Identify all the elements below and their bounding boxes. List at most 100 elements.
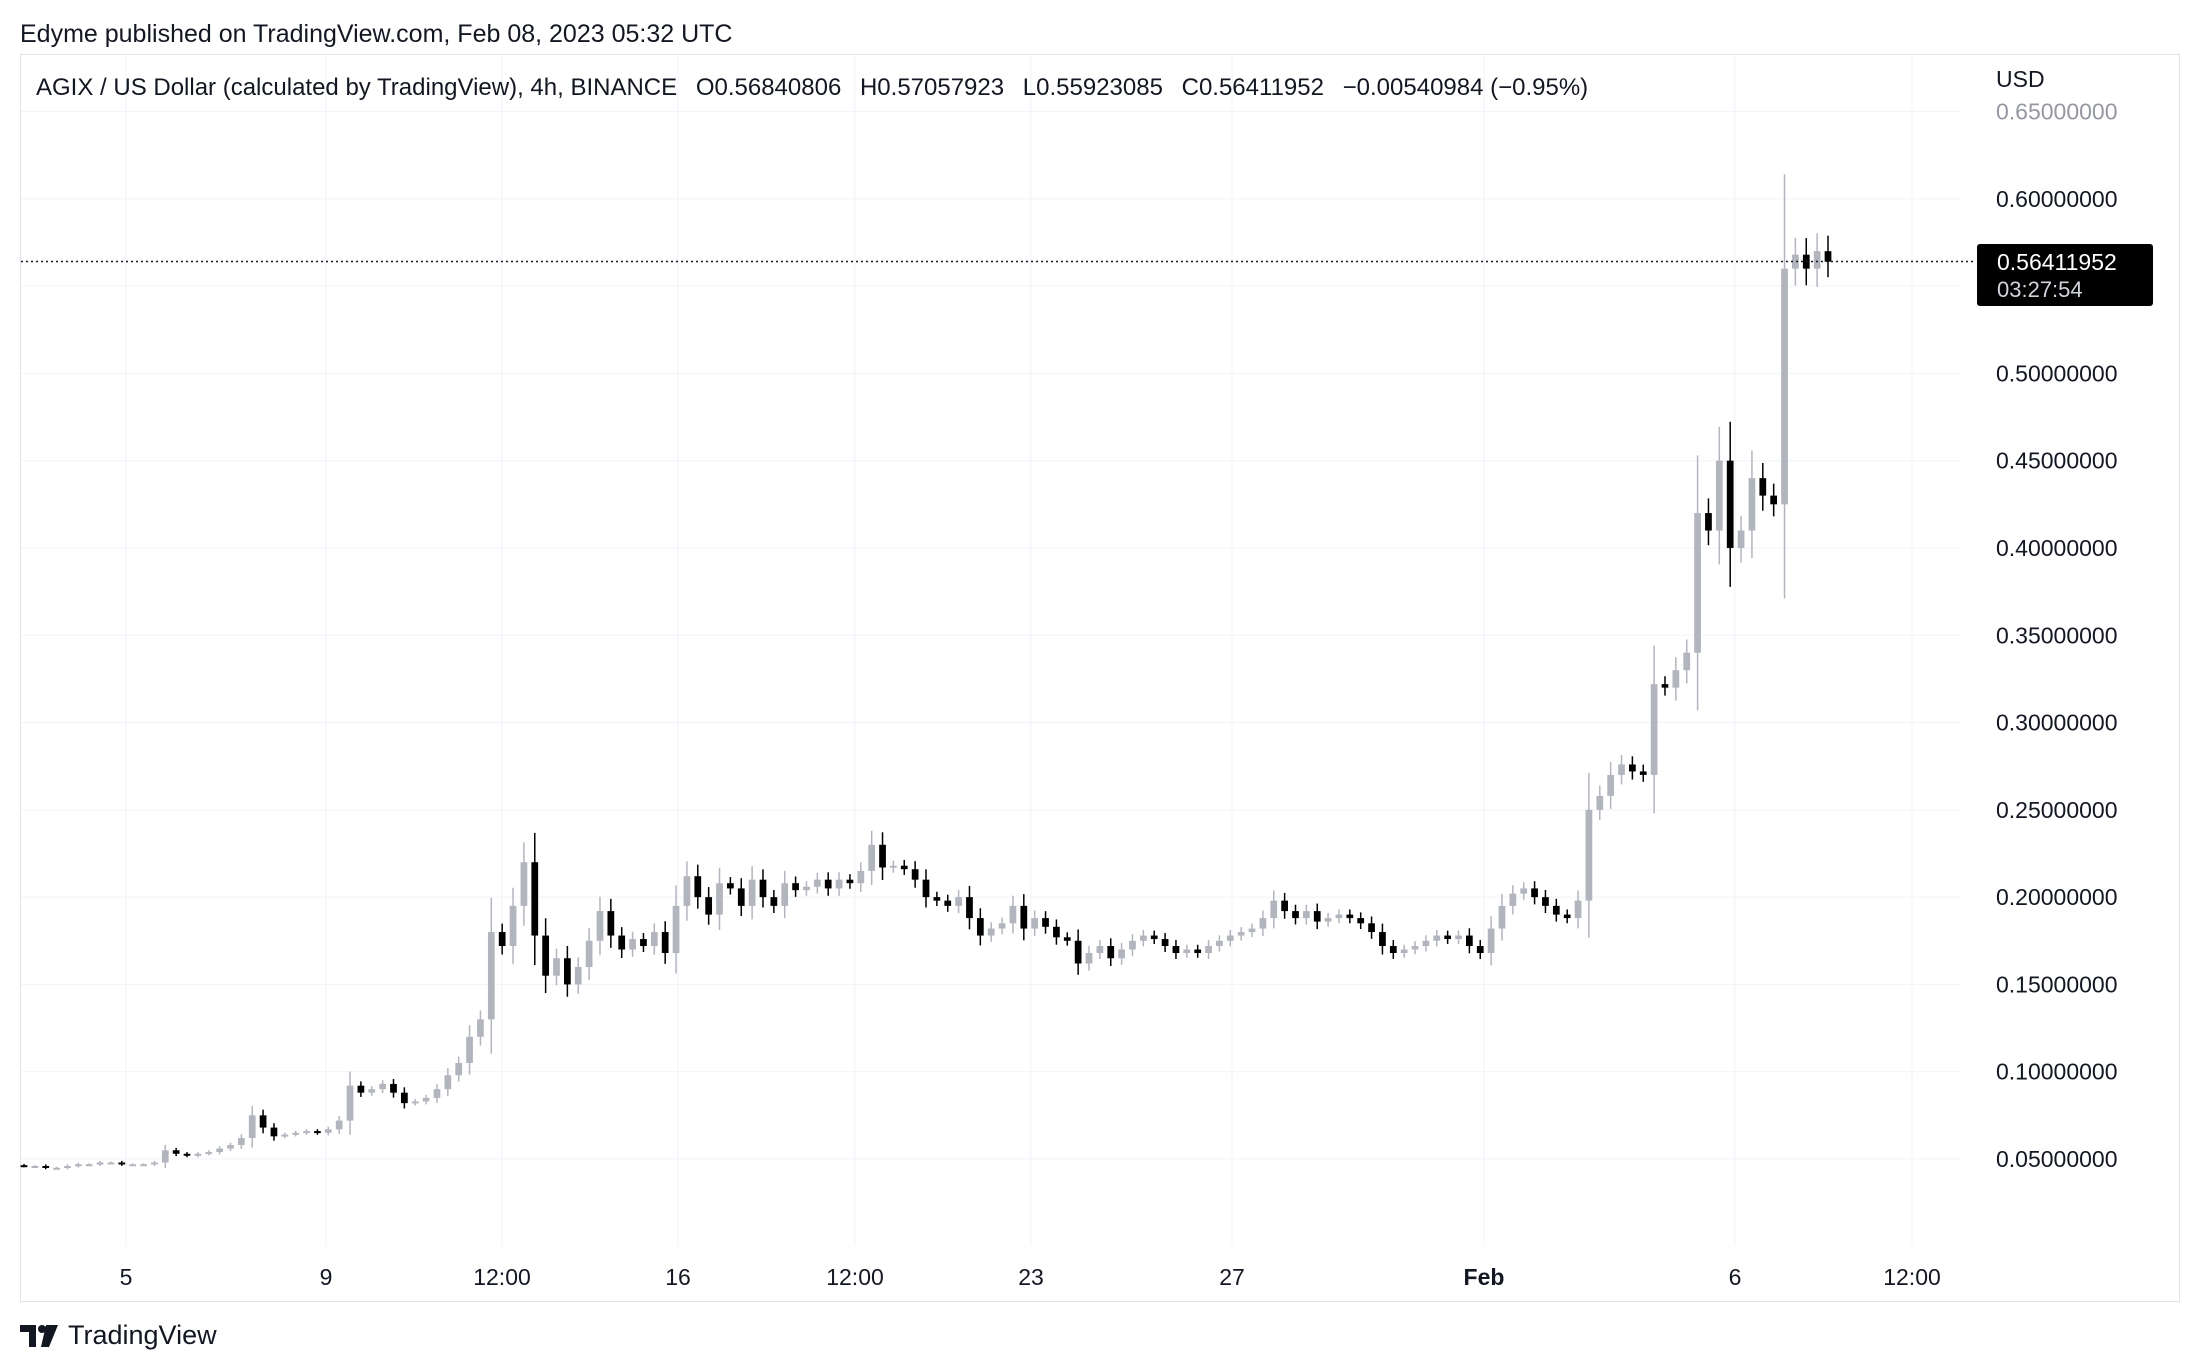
candle-body (237, 1138, 245, 1146)
candle (1520, 882, 1528, 900)
candle-body (379, 1083, 386, 1090)
candle-body (922, 879, 930, 898)
candle-body (987, 928, 995, 936)
candle-body (770, 897, 778, 906)
candle-body (585, 940, 593, 967)
candle (248, 1105, 256, 1148)
candle (1389, 940, 1397, 959)
candle-body (1705, 513, 1712, 531)
candle-body (1792, 254, 1799, 269)
candle (911, 861, 919, 888)
candle (1661, 676, 1669, 696)
candle (455, 1056, 463, 1082)
candle (161, 1144, 169, 1168)
candle (1324, 912, 1332, 927)
candle (803, 881, 810, 896)
candle-body (487, 932, 495, 1020)
candle-body (1596, 795, 1604, 810)
candle (1063, 932, 1071, 946)
candle-body (792, 883, 799, 891)
candle (596, 896, 604, 956)
candle-body (107, 1162, 115, 1165)
candle-body (1270, 900, 1278, 919)
candle (1085, 945, 1093, 971)
candle-body (140, 1164, 147, 1167)
candle (1335, 909, 1343, 924)
candle (955, 889, 962, 914)
candle-body (1498, 905, 1506, 929)
candle (477, 1010, 484, 1046)
candle (661, 921, 669, 964)
candle (944, 894, 952, 912)
candle (846, 874, 854, 889)
candle-body (270, 1127, 278, 1137)
candle (31, 1165, 39, 1168)
candle (1216, 935, 1223, 952)
candle-body (335, 1120, 343, 1130)
tradingview-logo[interactable]: TradingView (20, 1320, 217, 1351)
candle-body (292, 1132, 300, 1135)
logo-text: TradingView (68, 1320, 217, 1350)
x-tick-label: 16 (665, 1264, 691, 1290)
candle (1172, 940, 1180, 959)
candle (1422, 935, 1430, 952)
candle (1531, 881, 1538, 905)
x-tick-label: 6 (1729, 1264, 1742, 1290)
candle-body (161, 1150, 169, 1163)
y-tick-label: 0.15000000 (1996, 971, 2118, 997)
candle (270, 1123, 278, 1141)
candle-body (498, 932, 506, 947)
x-tick-label: 12:00 (473, 1264, 531, 1290)
x-tick-label: 5 (120, 1264, 133, 1290)
candle (1694, 455, 1701, 711)
y-tick-label: 0.20000000 (1996, 884, 2118, 910)
candle (1292, 904, 1299, 925)
candle (1139, 929, 1147, 947)
candle-body (1248, 928, 1256, 933)
candle (444, 1068, 452, 1097)
candle (118, 1160, 126, 1166)
candle-body (1552, 905, 1560, 915)
candle-body (1618, 764, 1625, 775)
candle-body (346, 1085, 354, 1121)
y-axis-ticks: 0.05000000 0.10000000 0.15000000 0.20000000… (1996, 99, 2118, 1172)
candle (379, 1080, 386, 1093)
candle-body (727, 883, 734, 889)
candle (1357, 912, 1365, 930)
candle-body (553, 958, 560, 976)
candle-body (640, 939, 647, 947)
candle (890, 860, 897, 873)
candle (1118, 942, 1125, 965)
candle-body (74, 1164, 82, 1167)
candle (705, 887, 713, 925)
candle (324, 1126, 332, 1136)
candle (976, 908, 984, 946)
candle (1237, 927, 1245, 941)
candle (205, 1150, 213, 1156)
candle (781, 870, 789, 919)
candle-body (618, 935, 626, 950)
candle (1607, 761, 1615, 809)
candle-body (466, 1036, 473, 1063)
candle-body (966, 897, 973, 919)
candle-body (118, 1162, 126, 1165)
tradingview-logo-icon (20, 1324, 58, 1347)
candle-body (1335, 914, 1343, 919)
candle (400, 1087, 408, 1109)
candle (1476, 940, 1484, 959)
candle-body (1781, 268, 1788, 505)
candles (20, 174, 1832, 1170)
candle-body (1476, 946, 1484, 954)
candle (1053, 919, 1060, 945)
candle (1411, 941, 1419, 955)
candle-body (1585, 809, 1593, 901)
candle-body (227, 1145, 234, 1149)
candle-body (422, 1097, 430, 1102)
x-tick-label: 12:00 (826, 1264, 884, 1290)
legend-symbol: AGIX / US Dollar (calculated by TradingV… (36, 74, 678, 101)
candle (900, 859, 908, 875)
candle (727, 877, 734, 895)
currency-label: USD (1996, 66, 2045, 92)
candle (194, 1152, 202, 1158)
